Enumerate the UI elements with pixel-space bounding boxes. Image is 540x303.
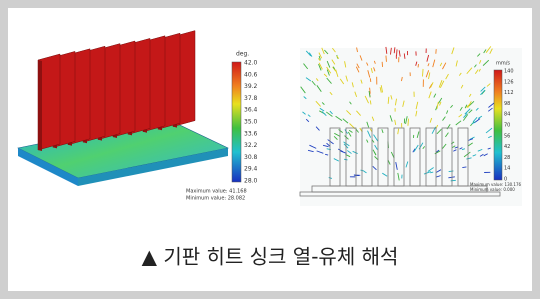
colorbar-tick-label: 32.2: [244, 142, 258, 149]
colorbar-tick-label: 37.8: [244, 95, 258, 102]
colorbar-tick-label: 14: [504, 166, 510, 172]
colorbar-unit: deg.: [236, 51, 249, 58]
max-label: Maximum value: 41.168: [186, 189, 247, 195]
flow-vector: [386, 56, 387, 62]
colorbar-tick-label: 29.4: [244, 166, 258, 173]
colorbar-tick-label: 35.0: [244, 119, 258, 126]
colorbar: [232, 62, 241, 182]
colorbar-tick-label: 30.8: [244, 154, 258, 161]
colorbar-tick-label: 36.4: [244, 107, 258, 114]
flow-vector: [462, 167, 466, 168]
colorbar-tick-label: 42: [504, 144, 510, 150]
colorbar-tick-label: 56: [504, 133, 510, 139]
colorbar-tick-label: 98: [504, 101, 510, 107]
colorbar-tick-label: 42.0: [244, 60, 258, 67]
colorbar-tick-label: 140: [504, 69, 514, 75]
colorbar-tick-label: 126: [504, 79, 514, 85]
min-label: Minimum value: 28.082: [186, 196, 245, 202]
colorbar-tick-label: 33.6: [244, 130, 258, 137]
flow-vector: [449, 171, 454, 172]
flow-vector: [451, 180, 456, 181]
flow-vector: [408, 119, 409, 126]
colorbar-tick-label: 84: [504, 112, 510, 118]
fin-edge: [38, 60, 42, 151]
colorbar-tick-label: 40.6: [244, 71, 258, 78]
flow-vector: [370, 100, 371, 104]
colorbar-tick-label: 70: [504, 123, 510, 129]
colorbar-tick-label: 112: [504, 90, 514, 96]
flow-vector: [423, 69, 424, 77]
colorbar-unit: mm/s: [496, 61, 510, 67]
colorbar-tick-label: 28: [504, 155, 510, 161]
colorbar: [494, 70, 502, 180]
figure: deg. 42.0 40.6 39.2 37.8 36.4 35.0 33.6 32.2 30.…: [0, 0, 540, 299]
min-label: Minimum value: 0.000: [470, 187, 515, 192]
colorbar-tick-label: 28.0: [244, 178, 258, 185]
colorbar-tick-label: 39.2: [244, 83, 258, 90]
caption: ▲ 기판 히트 싱크 열-유체 해석: [142, 245, 399, 269]
